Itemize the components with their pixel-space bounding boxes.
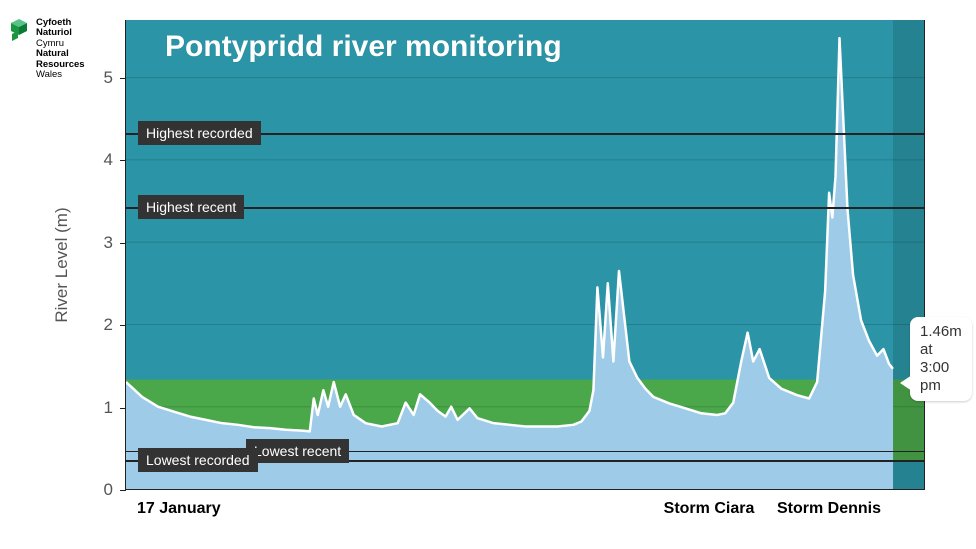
y-tick-mark xyxy=(120,490,126,491)
reference-line-label: Highest recorded xyxy=(138,121,261,145)
reference-line xyxy=(126,207,925,209)
y-tick-mark xyxy=(120,243,126,244)
y-tick-label: 0 xyxy=(104,480,113,500)
reference-line-label: Lowest recent xyxy=(246,439,349,463)
x-tick-label: 17 January xyxy=(137,500,221,518)
y-tick-mark xyxy=(120,78,126,79)
y-tick-label: 5 xyxy=(104,68,113,88)
x-tick-label: Storm Ciara xyxy=(664,500,755,518)
reference-line-label: Lowest recorded xyxy=(138,448,258,472)
chart-plot-area: Highest recorded Highest recent Lowest rec… xyxy=(125,20,925,490)
y-tick-label: 3 xyxy=(104,233,113,253)
logo-mark-icon xyxy=(6,18,32,44)
logo-text: Cyfoeth Naturiol Cymru Natural Resources… xyxy=(36,18,85,81)
y-tick-label: 1 xyxy=(104,398,113,418)
logo-en-3: Wales xyxy=(36,70,85,80)
y-tick-mark xyxy=(120,325,126,326)
chart-svg xyxy=(126,20,925,489)
y-axis-label: River Level (m) xyxy=(52,207,72,322)
chart-title: Pontypridd river monitoring xyxy=(165,30,562,64)
callout-line1: 1.46m at xyxy=(920,323,962,358)
data-point-callout: 1.46m at3:00 pm xyxy=(910,317,972,401)
y-tick-label: 2 xyxy=(104,315,113,335)
y-tick-label: 4 xyxy=(104,150,113,170)
chart: Highest recorded Highest recent Lowest rec… xyxy=(125,10,925,500)
x-tick-label: Storm Dennis xyxy=(777,500,881,518)
y-tick-mark xyxy=(120,408,126,409)
callout-line2: 3:00 pm xyxy=(920,359,949,394)
logo-natural-resources-wales: Cyfoeth Naturiol Cymru Natural Resources… xyxy=(6,18,116,81)
reference-line-label: Highest recent xyxy=(138,195,244,219)
y-tick-mark xyxy=(120,160,126,161)
